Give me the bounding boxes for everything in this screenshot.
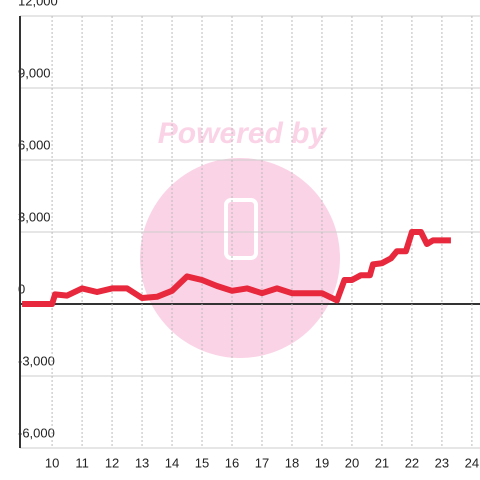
- watermark: Powered by: [158, 117, 328, 150]
- x-tick-label: 15: [195, 455, 209, 470]
- x-tick-label: 11: [75, 455, 89, 470]
- y-tick-label: 9,000: [18, 65, 51, 80]
- y-tick-label: 6,000: [18, 137, 51, 152]
- y-tick-label: -3,000: [18, 353, 55, 368]
- y-tick-label: 0: [18, 281, 25, 296]
- line: [22, 229, 451, 307]
- y-tick-label: 12,000: [18, 0, 58, 8]
- x-tick-label: 16: [225, 455, 239, 470]
- x-tick-label: 23: [435, 455, 449, 470]
- x-tick-label: 24: [465, 455, 479, 470]
- x-tick-label: 14: [165, 455, 179, 470]
- x-tick-label: 10: [45, 455, 59, 470]
- x-tick-label: 21: [375, 455, 389, 470]
- x-tick-label: 17: [255, 455, 269, 470]
- x-tick-label: 18: [285, 455, 299, 470]
- y-tick-label: -6,000: [18, 425, 55, 440]
- watermark-icon: [224, 198, 258, 260]
- x-tick-label: 12: [105, 455, 119, 470]
- x-tick-label: 19: [315, 455, 329, 470]
- y-tick-label: 3,000: [18, 209, 51, 224]
- x-tick-label: 20: [345, 455, 359, 470]
- x-tick-label: 13: [135, 455, 149, 470]
- x-tick-label: 22: [405, 455, 419, 470]
